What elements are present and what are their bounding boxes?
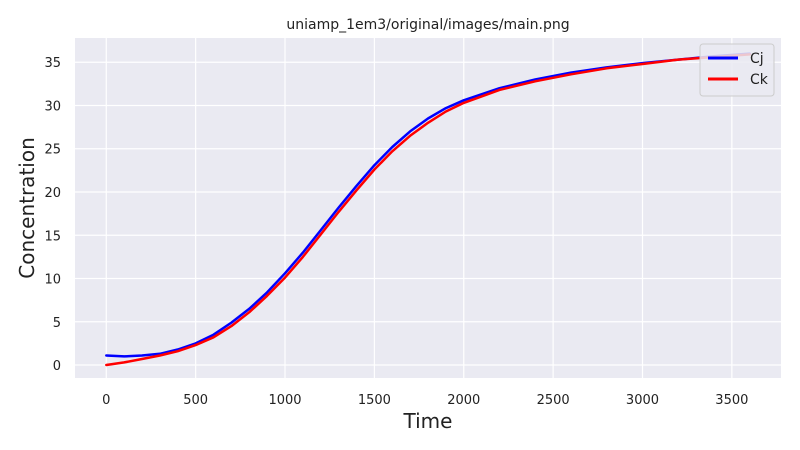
series-line-ck — [105, 53, 751, 367]
y-tick-label: 30 — [44, 99, 61, 114]
legend-label-cj: Cj — [750, 51, 764, 67]
x-tick-label: 0 — [102, 393, 110, 408]
y-tick-label: 35 — [44, 56, 61, 71]
x-tick-label: 3500 — [715, 393, 748, 408]
y-tick-label: 15 — [44, 229, 61, 244]
plot-background — [75, 38, 781, 378]
tick-labels: 0 500 1000 1500 2000 2500 3000 3500 0 5 10 15 20 25 30… — [44, 56, 748, 408]
y-tick-label: 0 — [53, 359, 61, 374]
legend: Cj Ck — [699, 43, 775, 97]
y-tick-label: 20 — [44, 186, 61, 201]
x-tick-label: 2000 — [447, 393, 480, 408]
x-axis-label: Time — [403, 409, 453, 433]
x-tick-label: 1000 — [268, 393, 301, 408]
y-tick-label: 5 — [53, 316, 61, 331]
series-line-cj — [105, 52, 751, 358]
grid-lines — [75, 38, 781, 378]
x-tick-label: 2500 — [537, 393, 570, 408]
y-tick-label: 25 — [44, 143, 61, 158]
y-axis-label: Concentration — [15, 137, 39, 278]
y-tick-label: 10 — [44, 273, 61, 288]
legend-label-ck: Ck — [750, 72, 769, 88]
x-tick-label: 3000 — [626, 393, 659, 408]
x-tick-label: 1500 — [358, 393, 391, 408]
x-tick-label: 500 — [183, 393, 208, 408]
series-lines — [105, 52, 751, 367]
chart-title: uniamp_1em3/original/images/main.png — [286, 17, 569, 33]
